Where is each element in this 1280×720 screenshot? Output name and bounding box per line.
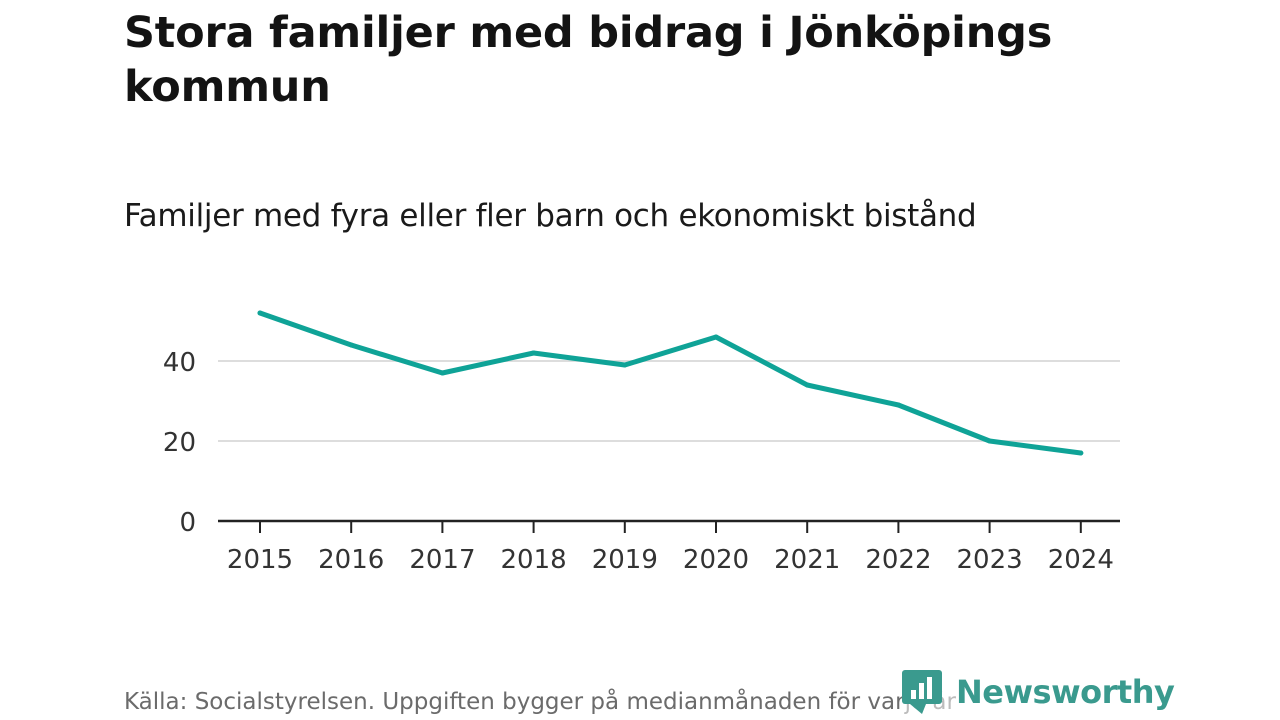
data-point-2023 [987, 439, 992, 444]
series-line [260, 313, 1081, 453]
x-tick-label: 2018 [501, 545, 567, 575]
line-chart: 02040 2015 2016 2017 2018 2019 2020 2021 2022 20… [0, 0, 1280, 720]
source-note: Källa: Socialstyrelsen. Uppgiften bygger… [124, 684, 956, 720]
data-point-2015 [258, 311, 263, 316]
x-tick-label: 2023 [957, 545, 1023, 575]
newsworthy-logo-text: Newsworthy [956, 670, 1174, 714]
x-tick-label: 2020 [683, 545, 749, 575]
x-tick-label: 2022 [865, 545, 931, 575]
y-tick-label: 40 [163, 348, 196, 378]
x-tick-label: 2019 [592, 545, 658, 575]
x-axis-labels: 2015 2016 2017 2018 2019 2020 2021 2022 2023 2024 [227, 545, 1114, 575]
x-tick-label: 2021 [774, 545, 840, 575]
data-point-2019 [622, 363, 627, 368]
x-axis [218, 521, 1120, 533]
y-axis-labels: 0 20 40 [163, 348, 196, 538]
data-point-2017 [440, 371, 445, 376]
newsworthy-logo-icon [902, 670, 942, 714]
data-point-2024 [1078, 451, 1083, 456]
gridlines [218, 361, 1120, 441]
x-tick-label: 2015 [227, 545, 293, 575]
data-point-2020 [714, 335, 719, 340]
newsworthy-logo[interactable]: Newsworthy [902, 670, 1174, 714]
y-tick-label: 20 [163, 428, 196, 458]
data-point-2022 [896, 403, 901, 408]
y-tick-label: 0 [179, 508, 196, 538]
data-point-2021 [805, 383, 810, 388]
data-point-2016 [349, 343, 354, 348]
x-tick-label: 2016 [318, 545, 384, 575]
x-tick-label: 2017 [409, 545, 475, 575]
series [258, 311, 1084, 456]
data-point-2018 [531, 351, 536, 356]
x-tick-label: 2024 [1048, 545, 1114, 575]
